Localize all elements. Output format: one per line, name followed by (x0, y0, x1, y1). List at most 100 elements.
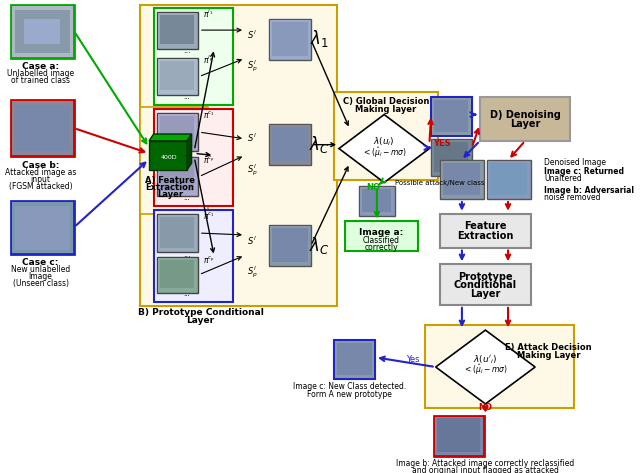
Bar (15, 105, 70, 151)
Bar (157, 214, 198, 253)
Text: Yes: Yes (406, 355, 420, 364)
Text: $\lambda_C$: $\lambda_C$ (308, 235, 330, 256)
Text: $< (\hat{\mu}_i - m\sigma)$: $< (\hat{\mu}_i - m\sigma)$ (362, 145, 406, 160)
Text: Conditional: Conditional (454, 280, 517, 290)
Bar (160, 115, 195, 147)
Bar (337, 343, 371, 375)
Text: Making Layer: Making Layer (517, 351, 580, 360)
Bar (432, 98, 471, 135)
Text: input: input (31, 175, 51, 184)
Text: ...: ... (183, 149, 191, 158)
Bar (360, 187, 394, 215)
Bar (335, 92, 438, 180)
Bar (157, 158, 198, 196)
Text: $\pi^{l_1}$: $\pi^{l_1}$ (204, 8, 214, 20)
Bar (272, 22, 308, 56)
Bar (362, 189, 392, 211)
Bar (157, 12, 198, 49)
Bar (272, 127, 308, 161)
Text: Denoised Image: Denoised Image (544, 158, 606, 166)
Bar (490, 163, 527, 195)
Text: Layer: Layer (510, 119, 540, 129)
Text: $< (\hat{\mu}_i - m\sigma)$: $< (\hat{\mu}_i - m\sigma)$ (463, 363, 508, 377)
Text: New unlabelled: New unlabelled (11, 265, 70, 274)
Bar (12, 101, 73, 155)
Bar (15, 206, 70, 250)
Bar (154, 109, 233, 206)
Text: E) Attack Decision: E) Attack Decision (506, 343, 592, 352)
Bar (157, 113, 198, 151)
Text: Unlabelled image: Unlabelled image (7, 69, 74, 79)
Text: ...: ... (183, 46, 191, 55)
Text: $\pi^{c_1}$: $\pi^{c_1}$ (204, 109, 215, 120)
Bar (431, 97, 472, 136)
Bar (154, 210, 233, 302)
Text: Unaltered: Unaltered (544, 174, 582, 183)
Bar (443, 163, 480, 195)
Text: Layer: Layer (157, 190, 183, 199)
Bar (12, 202, 73, 254)
Text: Layer: Layer (187, 316, 214, 325)
Bar (346, 221, 418, 251)
Bar (432, 140, 471, 175)
Text: $S^l$: $S^l$ (247, 131, 257, 144)
Text: Case c:: Case c: (22, 258, 59, 267)
Bar (269, 19, 311, 60)
Text: NO: NO (479, 403, 492, 412)
Text: $\lambda_C$: $\lambda_C$ (308, 134, 330, 155)
Text: Image b: Adversarial: Image b: Adversarial (544, 186, 634, 195)
Bar (160, 260, 195, 289)
Text: and original input flagged as attacked: and original input flagged as attacked (412, 466, 559, 473)
Bar (335, 340, 375, 379)
Text: of trained class: of trained class (11, 76, 70, 85)
Text: $S^l$: $S^l$ (247, 29, 257, 41)
Text: correctly: correctly (365, 243, 398, 252)
Bar (434, 142, 468, 172)
Text: A) Feature: A) Feature (145, 176, 195, 185)
Bar (157, 257, 198, 293)
Bar (335, 341, 374, 378)
Bar (11, 201, 74, 254)
Bar (160, 160, 195, 191)
Text: Image b: Attacked image correctly reclassified: Image b: Attacked image correctly reclas… (396, 459, 575, 468)
Text: Image a:: Image a: (359, 228, 404, 236)
Bar (431, 139, 472, 176)
Text: 400D: 400D (161, 155, 177, 160)
Text: Extraction: Extraction (457, 231, 514, 241)
Bar (441, 161, 483, 198)
Bar (24, 19, 61, 44)
Polygon shape (187, 134, 191, 170)
Bar (270, 20, 310, 59)
Bar (160, 217, 195, 247)
Bar (434, 100, 468, 132)
Bar (154, 8, 233, 105)
Bar (158, 158, 197, 195)
Bar (270, 125, 310, 164)
Bar (425, 325, 574, 408)
Text: $\pi^{c_1}$: $\pi^{c_1}$ (204, 210, 215, 221)
Text: ...: ... (184, 291, 191, 297)
Bar (440, 264, 531, 305)
Text: Possible attack/New class: Possible attack/New class (396, 180, 485, 185)
Text: $\lambda_1$: $\lambda_1$ (310, 28, 328, 49)
Bar (440, 214, 531, 247)
Text: Case a:: Case a: (22, 61, 59, 70)
Bar (158, 13, 197, 48)
Polygon shape (436, 330, 535, 404)
Bar (272, 228, 308, 262)
Bar (160, 61, 195, 90)
Text: NO: NO (366, 183, 380, 192)
Text: Image c: New Class detected.: Image c: New Class detected. (293, 382, 406, 391)
Bar (269, 225, 311, 266)
Text: Image c: Returned: Image c: Returned (544, 167, 624, 176)
Polygon shape (149, 134, 191, 141)
Text: (Unseen class): (Unseen class) (13, 279, 68, 288)
Bar (487, 160, 531, 199)
Text: ...: ... (183, 250, 191, 259)
Bar (140, 5, 337, 306)
Polygon shape (339, 114, 429, 183)
Text: ...: ... (184, 195, 191, 201)
Text: YES: YES (433, 139, 451, 148)
Text: Classified: Classified (363, 236, 400, 245)
Text: $S^l$: $S^l$ (247, 235, 257, 247)
